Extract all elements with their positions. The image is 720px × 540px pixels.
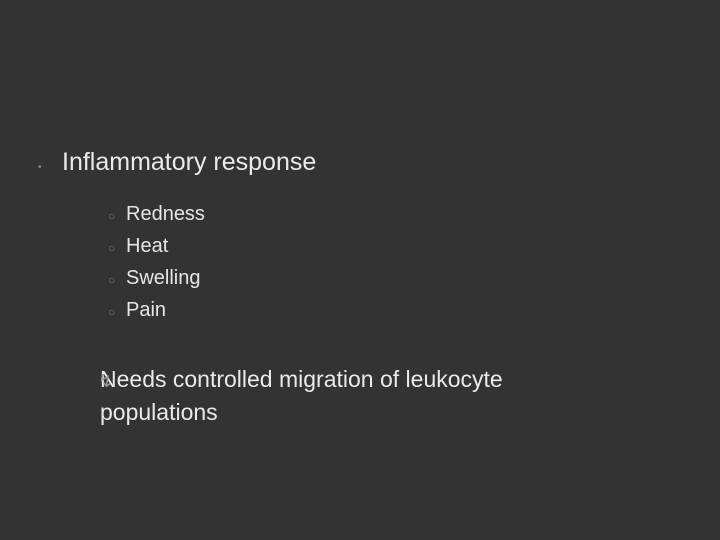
circle-bullet-icon: ○ [108, 201, 126, 231]
dot-bullet-icon: • [38, 160, 62, 173]
list-item: ○ Heat [108, 231, 720, 263]
circle-bullet-icon: ○ [108, 297, 126, 327]
list-item: ○ Pain [108, 295, 720, 327]
main-title: Inflammatory response [62, 148, 316, 177]
sub-list: ○ Redness ○ Heat ○ Swelling ○ Pain [108, 199, 720, 327]
sub-item-label: Swelling [126, 263, 200, 293]
sub-item-label: Pain [126, 295, 166, 325]
sub-item-label: Heat [126, 231, 168, 261]
circle-bullet-icon: ○ [108, 233, 126, 263]
slide: • Inflammatory response ○ Redness ○ Heat… [0, 0, 720, 540]
needs-block: ↯ Needs controlled migration of leukocyt… [100, 363, 620, 429]
main-row: • Inflammatory response [38, 148, 720, 177]
circle-bullet-icon: ○ [108, 265, 126, 295]
list-item: ○ Swelling [108, 263, 720, 295]
needs-text: Needs controlled migration of leukocyte … [100, 363, 620, 429]
list-item: ○ Redness [108, 199, 720, 231]
sub-item-label: Redness [126, 199, 205, 229]
